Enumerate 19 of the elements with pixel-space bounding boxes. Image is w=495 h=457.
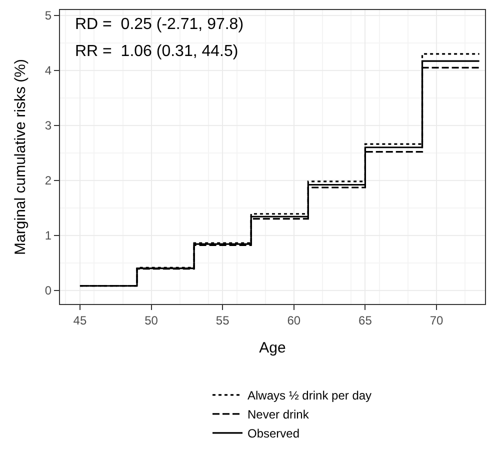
annotation: RD = 0.25 (-2.71, 97.8) <box>75 16 244 33</box>
legend-label: Observed <box>248 426 300 441</box>
x-tick-label: 50 <box>144 313 158 328</box>
y-tick-label: 0 <box>44 283 52 298</box>
x-tick-label: 65 <box>358 313 372 328</box>
legend-label: Never drink <box>248 408 310 422</box>
annotation: RR = 1.06 (0.31, 44.5) <box>75 43 238 60</box>
y-axis-title: Marginal cumulative risks (%) <box>12 59 30 255</box>
x-axis-title: Age <box>259 339 286 356</box>
y-tick-label: 1 <box>44 228 52 243</box>
x-tick-label: 45 <box>73 313 87 328</box>
y-tick-label: 5 <box>44 8 52 23</box>
x-tick-label: 70 <box>430 313 444 328</box>
x-tick-label: 55 <box>216 313 230 328</box>
y-tick-label: 2 <box>44 174 52 188</box>
y-tick-label: 3 <box>44 118 52 133</box>
legend-label: Always ½ drink per day <box>248 388 372 403</box>
y-tick-label: 4 <box>44 64 52 78</box>
x-tick-label: 60 <box>287 313 301 328</box>
